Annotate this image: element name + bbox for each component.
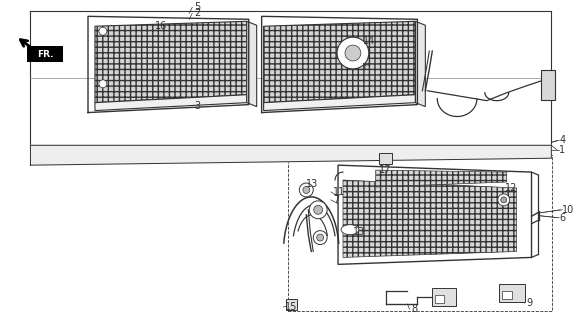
FancyBboxPatch shape xyxy=(541,70,555,100)
FancyBboxPatch shape xyxy=(435,295,444,303)
Text: 4: 4 xyxy=(559,135,566,145)
Polygon shape xyxy=(338,165,532,264)
FancyBboxPatch shape xyxy=(433,288,456,306)
Circle shape xyxy=(498,194,510,206)
Text: 5: 5 xyxy=(194,2,200,12)
FancyBboxPatch shape xyxy=(28,46,63,62)
Text: 3: 3 xyxy=(194,100,200,111)
Polygon shape xyxy=(264,95,415,111)
Polygon shape xyxy=(95,21,247,103)
Text: FR.: FR. xyxy=(37,50,54,59)
Text: 15: 15 xyxy=(286,302,298,312)
FancyBboxPatch shape xyxy=(499,284,525,302)
Polygon shape xyxy=(31,12,551,145)
Text: 2: 2 xyxy=(194,8,200,18)
FancyBboxPatch shape xyxy=(286,299,297,309)
Circle shape xyxy=(303,187,310,193)
Text: 17: 17 xyxy=(378,165,391,175)
Polygon shape xyxy=(31,145,551,165)
Ellipse shape xyxy=(341,225,359,235)
Polygon shape xyxy=(95,95,247,111)
Circle shape xyxy=(99,80,107,88)
Circle shape xyxy=(309,201,327,219)
Circle shape xyxy=(337,37,369,69)
Polygon shape xyxy=(247,21,257,107)
Polygon shape xyxy=(415,21,425,107)
Text: 10: 10 xyxy=(562,205,574,215)
Circle shape xyxy=(501,197,507,203)
Circle shape xyxy=(99,27,107,35)
Text: 6: 6 xyxy=(559,213,566,223)
FancyBboxPatch shape xyxy=(379,153,392,164)
Polygon shape xyxy=(343,180,517,257)
Circle shape xyxy=(300,183,313,197)
Circle shape xyxy=(314,205,323,214)
Circle shape xyxy=(317,234,324,241)
Polygon shape xyxy=(376,170,507,187)
Text: 13: 13 xyxy=(353,227,365,236)
Text: 1: 1 xyxy=(559,145,566,155)
Text: 16: 16 xyxy=(154,21,166,31)
Text: 9: 9 xyxy=(526,298,533,308)
Text: 11: 11 xyxy=(333,187,346,197)
Text: 12: 12 xyxy=(505,183,517,193)
Circle shape xyxy=(345,45,361,61)
Text: 13: 13 xyxy=(306,179,319,189)
FancyBboxPatch shape xyxy=(502,291,511,299)
Text: 14: 14 xyxy=(363,36,375,46)
Text: 8: 8 xyxy=(411,304,418,314)
Polygon shape xyxy=(264,21,415,103)
Circle shape xyxy=(313,231,327,244)
Text: 7: 7 xyxy=(333,195,339,205)
